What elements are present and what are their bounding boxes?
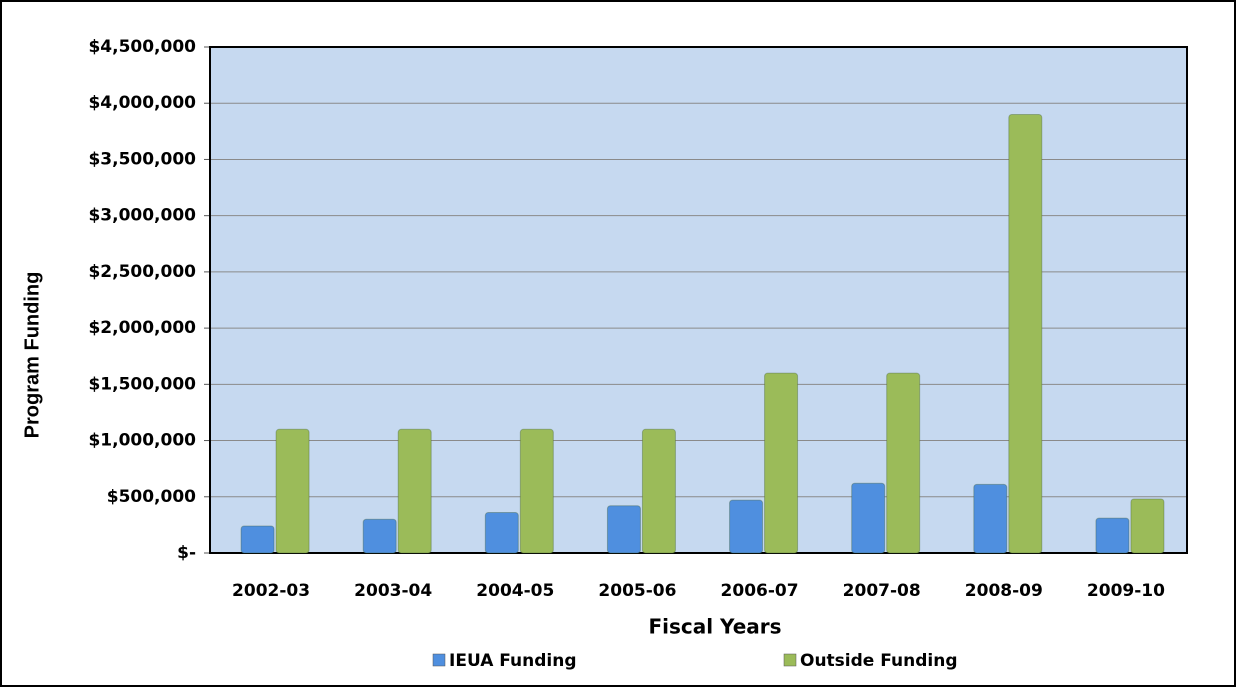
- bar: [764, 372, 799, 554]
- bar: [397, 428, 432, 554]
- x-tick-label: 2004-05: [476, 581, 554, 601]
- x-tick-label: 2003-04: [354, 581, 432, 601]
- x-tick-label: 2006-07: [721, 581, 799, 601]
- legend-swatch: [783, 653, 797, 667]
- x-tick-label: 2008-09: [965, 581, 1043, 601]
- legend-label: IEUA Funding: [449, 651, 577, 671]
- y-tick-label: $4,000,000: [88, 93, 196, 113]
- y-tick-label: $3,500,000: [88, 149, 196, 169]
- y-tick-label: $2,000,000: [88, 318, 196, 338]
- bar: [275, 428, 310, 554]
- y-axis-label: Program Funding: [21, 272, 43, 439]
- y-tick-label: $4,500,000: [88, 37, 196, 57]
- bar: [519, 428, 554, 554]
- bar: [240, 525, 275, 554]
- bar: [729, 499, 764, 554]
- plot-frame: [209, 46, 1188, 554]
- x-axis-label: Fiscal Years: [648, 615, 781, 639]
- legend-swatch: [432, 653, 446, 667]
- bar: [641, 428, 676, 554]
- bar: [886, 372, 921, 554]
- x-tick-label: 2009-10: [1087, 581, 1165, 601]
- x-tick-label: 2005-06: [598, 581, 676, 601]
- bar: [362, 518, 397, 554]
- x-tick-label: 2007-08: [843, 581, 921, 601]
- bar: [1095, 517, 1130, 554]
- bar: [484, 512, 519, 554]
- y-tick-label: $1,000,000: [88, 431, 196, 451]
- bar: [606, 505, 641, 554]
- y-tick-label: $-: [177, 543, 196, 563]
- bar: [973, 483, 1008, 554]
- x-tick-label: 2002-03: [232, 581, 310, 601]
- legend-label: Outside Funding: [800, 651, 957, 671]
- y-tick-label: $2,500,000: [88, 262, 196, 282]
- y-tick-label: $1,500,000: [88, 374, 196, 394]
- bar: [851, 482, 886, 554]
- bar: [1130, 498, 1165, 554]
- y-tick-label: $500,000: [107, 487, 196, 507]
- bar: [1008, 113, 1043, 554]
- y-tick-label: $3,000,000: [88, 206, 196, 226]
